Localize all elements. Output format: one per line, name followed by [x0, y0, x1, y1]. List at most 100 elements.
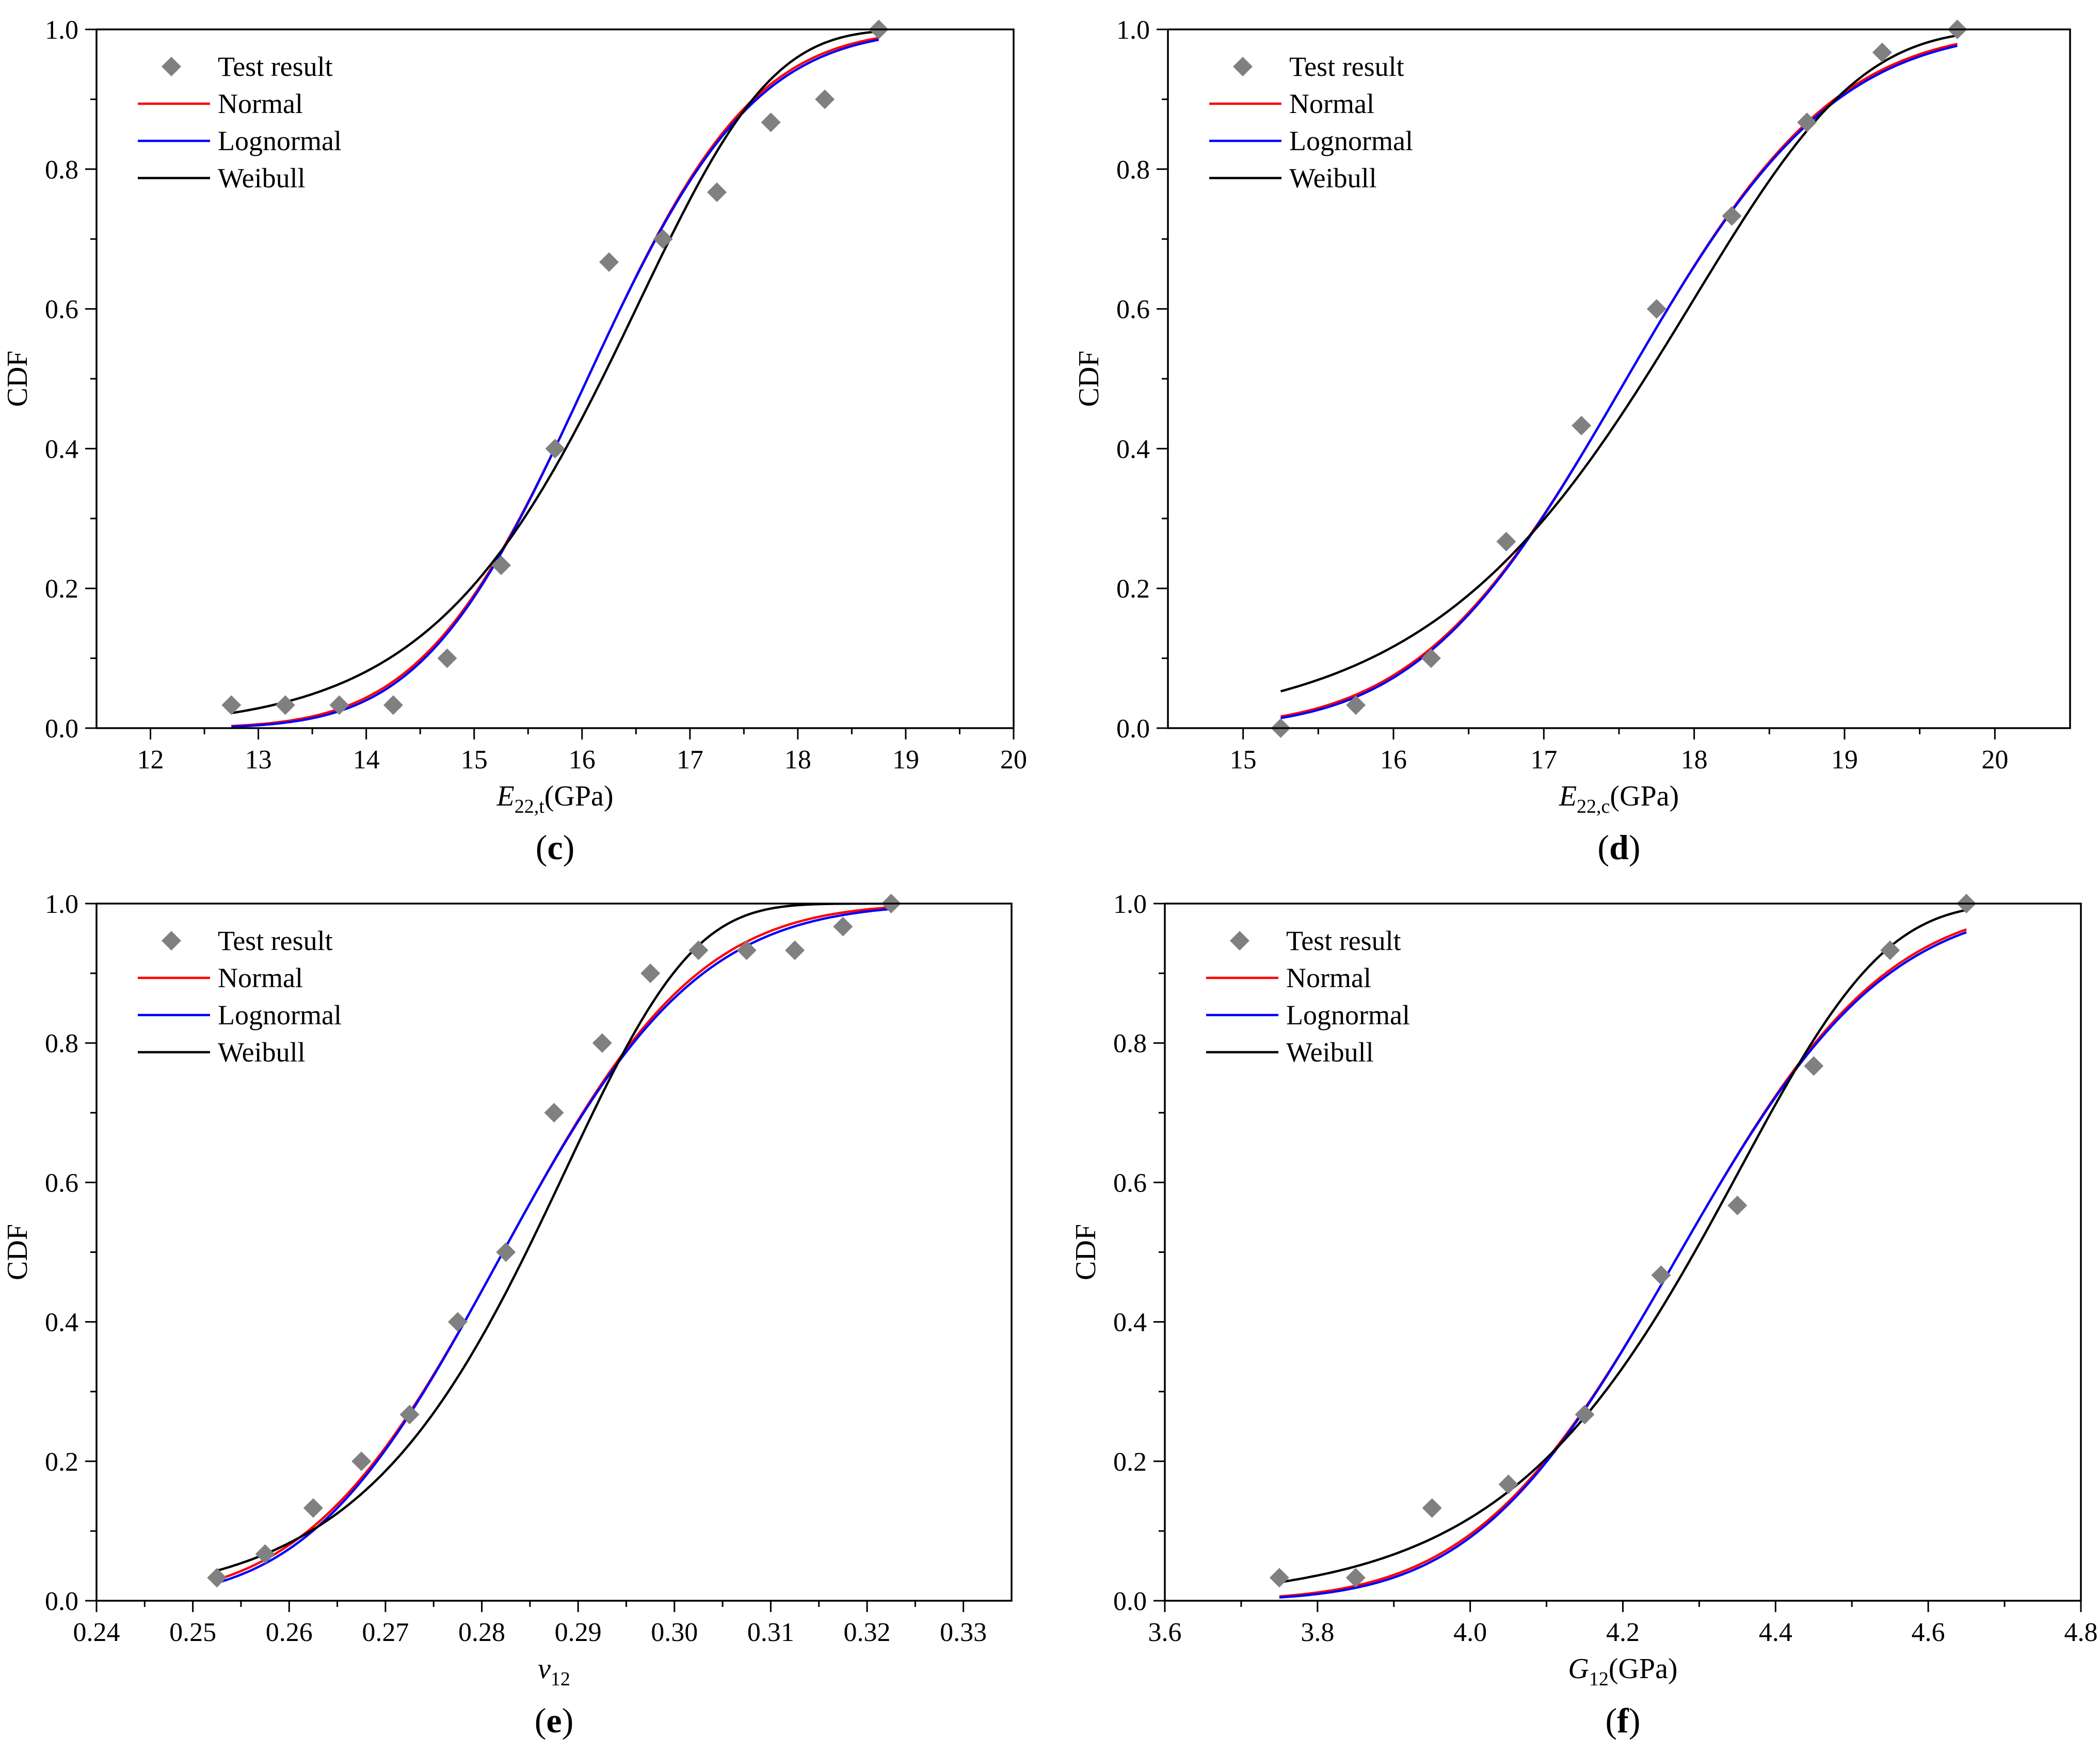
x-axis-label-subscript: 12: [1589, 1668, 1609, 1690]
x-axis-label-subscript: 22,c: [1577, 796, 1610, 817]
legend-label: Test result: [218, 925, 333, 956]
chart-panel-c: 12 13 14 15 16 17 18 19 20 0.0 0.2 0.4 0.6 0.8 1.0 CDF E…: [2, 15, 1027, 867]
x-tick-label: 4.6: [1912, 1618, 1945, 1647]
y-axis-label: CDF: [2, 1224, 34, 1280]
y-tick-label: 0.8: [45, 155, 78, 185]
legend-marker-test: [1230, 931, 1249, 951]
test-result-point: [640, 963, 661, 984]
x-tick-label: 19: [1831, 745, 1858, 775]
x-tick-label: 0.29: [555, 1618, 602, 1647]
legend-label: Test result: [1289, 51, 1404, 82]
test-result-point: [1422, 1498, 1442, 1518]
y-tick-label: 0.2: [1116, 574, 1150, 604]
legend-label: Lognormal: [218, 1000, 342, 1031]
panel-label-close: ): [563, 828, 575, 867]
test-result-point: [1421, 648, 1441, 668]
x-axis-label-symbol: v: [538, 1653, 551, 1685]
x-tick-label: 0.24: [73, 1618, 120, 1647]
weibull-fit-curve: [231, 30, 879, 715]
lognormal-fit-curve: [216, 908, 891, 1584]
test-result-point: [688, 940, 709, 960]
x-axis-label-symbol: G: [1568, 1653, 1589, 1685]
y-tick-label: 0.8: [1116, 155, 1150, 185]
test-result-point: [707, 182, 727, 202]
test-result-point: [736, 940, 757, 960]
test-result-point: [1722, 206, 1742, 226]
x-axis-label: E22,c(GPa): [1559, 780, 1679, 817]
test-result-point: [207, 1568, 227, 1588]
x-tick-label: 0.33: [940, 1618, 987, 1647]
x-axis-label: E22,t(GPa): [496, 780, 613, 817]
x-tick-label: 0.27: [362, 1618, 409, 1647]
y-tick-label: 0.8: [45, 1029, 78, 1058]
y-tick-label: 0.2: [45, 1447, 78, 1477]
x-axis-label-unit: (GPa): [1609, 1653, 1678, 1685]
x-tick-label: 4.8: [2064, 1618, 2098, 1647]
test-result-point: [221, 695, 242, 715]
test-result-point: [351, 1451, 372, 1471]
panel-label-close: ): [1629, 828, 1641, 867]
x-tick-label: 4.4: [1759, 1618, 1792, 1647]
test-result-point: [785, 940, 805, 960]
x-tick-label: 3.6: [1148, 1618, 1182, 1647]
panel-label-letter: f: [1617, 1701, 1629, 1740]
x-axis-label-symbol: E: [1559, 780, 1577, 812]
x-tick-label: 4.2: [1606, 1618, 1640, 1647]
test-result-point: [255, 1544, 275, 1564]
plot-frame: [1164, 903, 2082, 1602]
test-result-point: [383, 695, 403, 715]
test-result-point: [653, 229, 673, 249]
y-axis-label: CDF: [1070, 1224, 1102, 1280]
chart-panel-f: 3.6 3.8 4.0 4.2 4.4 4.6 4.8 0.0 0.2 0.4 0.6 0.8 1.0 C…: [1070, 890, 2098, 1740]
legend-label: Test result: [218, 51, 333, 82]
test-result-point: [1880, 940, 1900, 960]
panel-label: (c): [536, 828, 575, 867]
legend-label: Normal: [1286, 962, 1371, 993]
test-result-point: [1269, 1568, 1289, 1588]
y-tick-label: 0.6: [1116, 295, 1150, 325]
y-tick-label: 0.2: [1113, 1447, 1147, 1477]
legend-label: Weibull: [218, 1037, 306, 1068]
test-result-point: [592, 1033, 612, 1053]
panel-label: (e): [535, 1701, 574, 1740]
y-tick-label: 0.0: [45, 714, 78, 744]
test-result-point: [1345, 1568, 1366, 1588]
legend-label: Normal: [218, 88, 303, 119]
legend-label: Normal: [1289, 88, 1374, 119]
test-result-point: [496, 1242, 516, 1262]
chart-panel-e: 0.24 0.25 0.26 0.27 0.28 0.29 0.30 0.31 0.32 0.33…: [2, 890, 1013, 1740]
legend-label: Lognormal: [218, 125, 342, 156]
test-result-point: [599, 252, 619, 272]
x-tick-label: 16: [1380, 745, 1407, 775]
lognormal-fit-curve: [1280, 44, 1958, 719]
panel-label: (d): [1597, 828, 1640, 867]
y-tick-label: 0.4: [1113, 1308, 1147, 1338]
test-result-point: [761, 112, 781, 133]
x-tick-label: 4.0: [1453, 1618, 1487, 1647]
panel-label-letter: c: [547, 828, 563, 867]
y-tick-label: 0.4: [45, 435, 78, 464]
y-axis-label: CDF: [1073, 351, 1105, 407]
panel-label-open: (: [1606, 1701, 1617, 1740]
test-result-point: [1797, 112, 1817, 133]
x-axis-label-subscript: 12: [551, 1668, 570, 1690]
x-axis-label-unit: (GPa): [544, 780, 614, 812]
x-axis-label-unit: (GPa): [1610, 780, 1679, 812]
y-tick-label: 1.0: [45, 890, 78, 919]
test-result-point: [1572, 415, 1592, 436]
x-tick-label: 12: [137, 745, 164, 775]
test-result-point: [1496, 532, 1516, 552]
test-result-point: [1872, 42, 1892, 62]
test-result-point: [1575, 1405, 1595, 1425]
x-tick-label: 15: [1230, 745, 1257, 775]
x-tick-label: 0.30: [651, 1618, 698, 1647]
panel-label-close: ): [1629, 1701, 1641, 1740]
legend-label: Normal: [218, 962, 303, 993]
test-result-point: [1727, 1195, 1748, 1215]
panel-label-open: (: [1597, 828, 1609, 867]
panel-label-letter: d: [1609, 828, 1629, 867]
panel-label-open: (: [535, 1701, 547, 1740]
test-result-point: [303, 1498, 323, 1518]
x-tick-label: 0.28: [458, 1618, 505, 1647]
weibull-fit-curve: [1280, 34, 1958, 693]
